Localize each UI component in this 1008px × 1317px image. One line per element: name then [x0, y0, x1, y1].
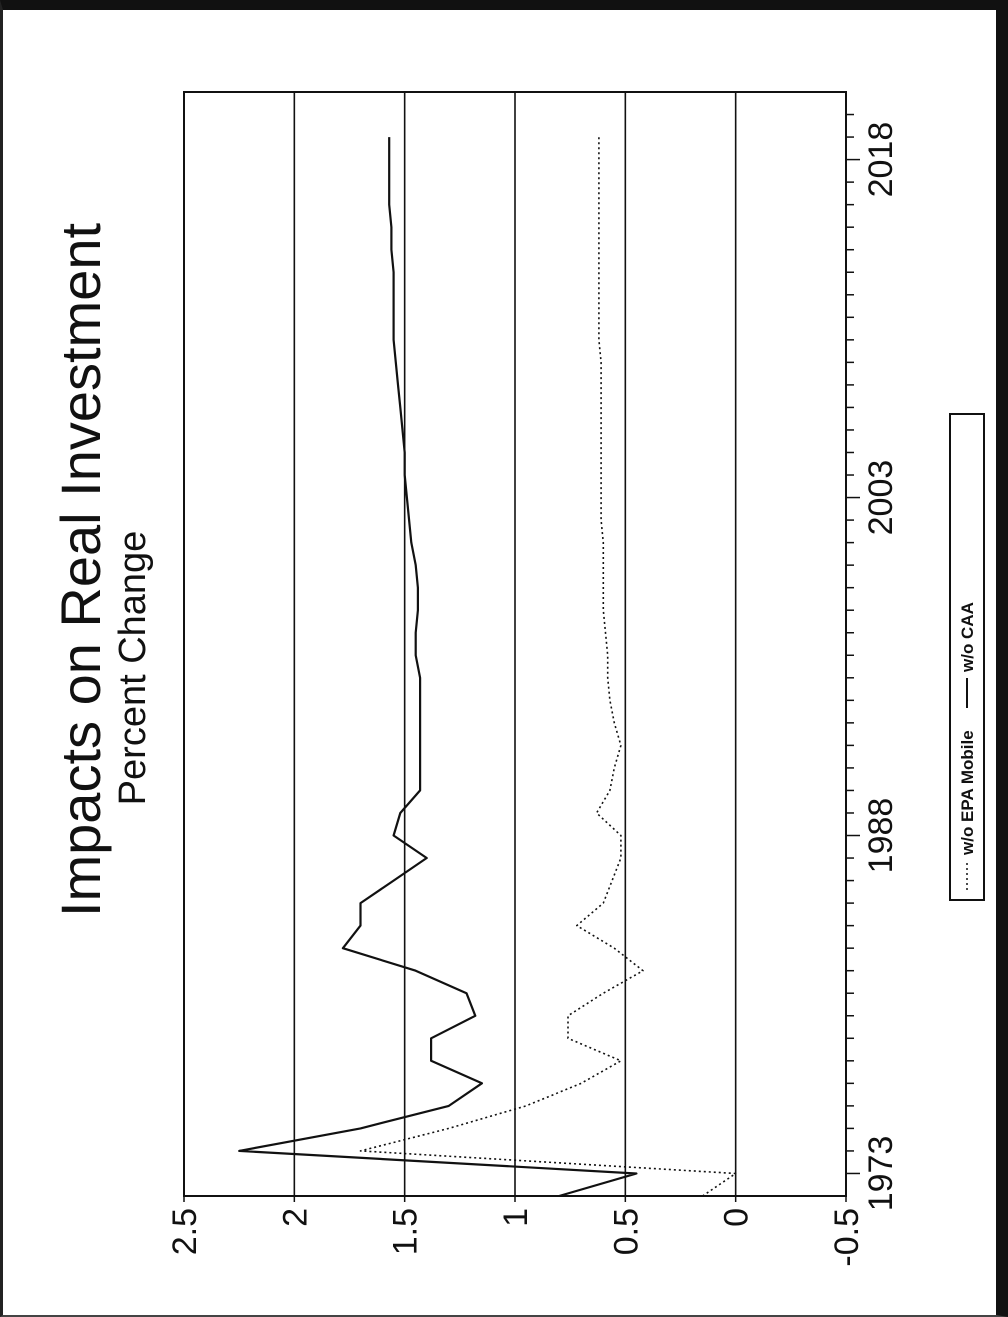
- y-tick-label: 1.5: [387, 1208, 425, 1255]
- series-line-epa-mobile: [359, 137, 737, 1197]
- chart-title: Impacts on Real Investment: [49, 223, 112, 918]
- x-axis-ticks: 1973 1988 2003 2018: [846, 113, 900, 1212]
- y-tick-label: 0.5: [607, 1208, 645, 1255]
- y-tick-label: 2: [276, 1208, 314, 1227]
- legend-label-caa: w/o CAA: [958, 602, 977, 673]
- x-tick-label: 2018: [862, 122, 900, 198]
- y-tick-label: 2.5: [166, 1208, 204, 1255]
- x-tick-label: 1973: [862, 1136, 900, 1212]
- legend: w/o EPA Mobile w/o CAA: [949, 413, 985, 901]
- y-tick-label: 1: [497, 1208, 535, 1227]
- y-axis-ticks: 2.5 2 1.5 1 0.5 0 -0.5: [166, 1196, 866, 1267]
- series-line-caa: [238, 137, 638, 1198]
- legend-label-epa-mobile: w/o EPA Mobile: [958, 730, 977, 856]
- chart-subtitle: Percent Change: [112, 531, 154, 806]
- x-tick-label: 1988: [862, 798, 900, 874]
- y-tick-label: -0.5: [828, 1208, 866, 1267]
- x-tick-label: 2003: [862, 460, 900, 536]
- legend-box: [949, 413, 985, 901]
- y-tick-label: 0: [718, 1208, 756, 1227]
- plot-area: [183, 91, 847, 1198]
